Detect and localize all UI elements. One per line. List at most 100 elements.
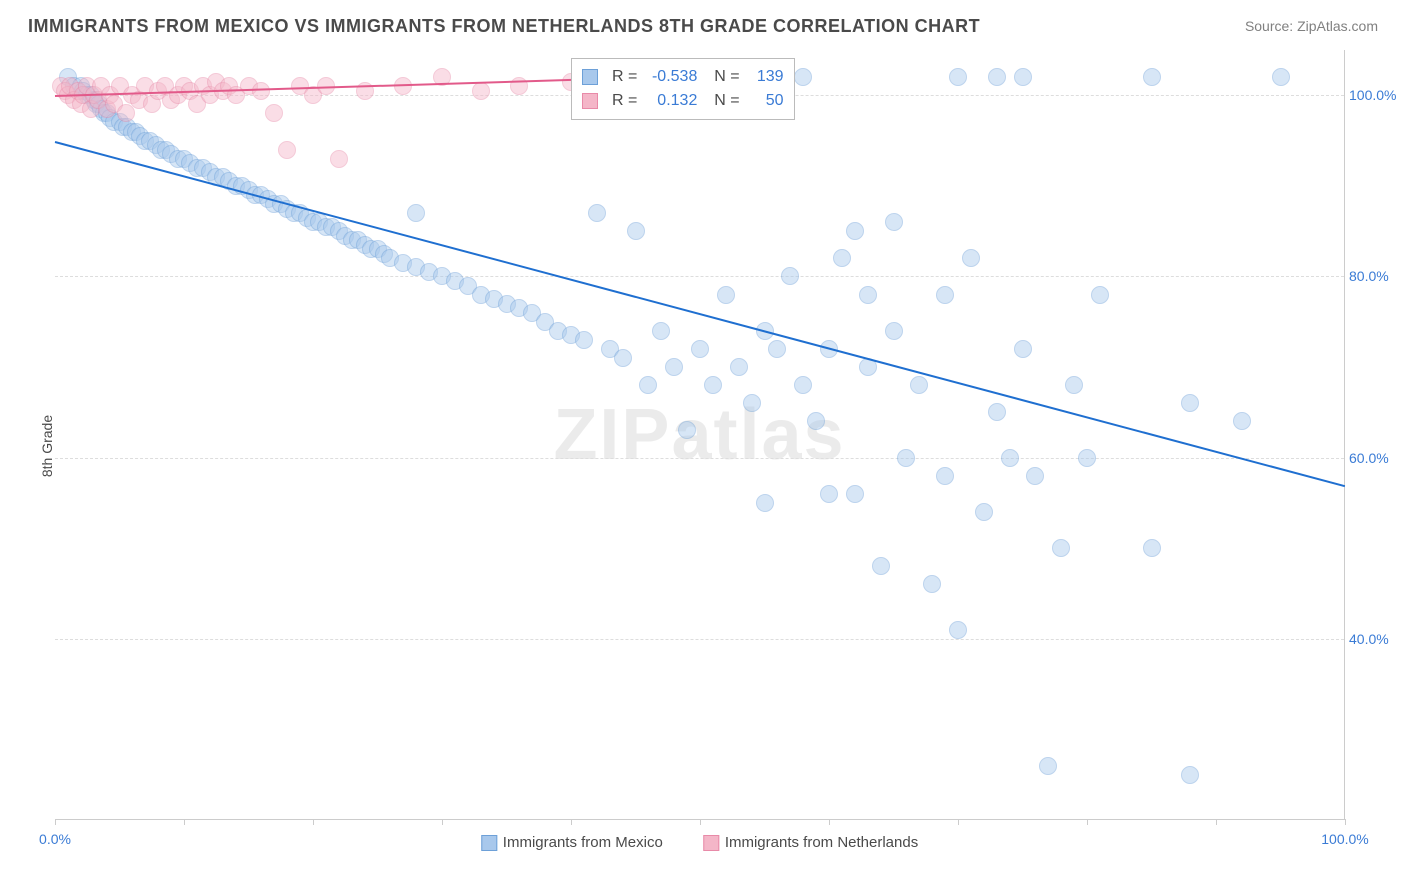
legend-r-label: R =: [612, 92, 637, 110]
xtick: [1216, 819, 1217, 825]
series-legend-item: Immigrants from Mexico: [481, 834, 663, 851]
legend-n-value: 139: [748, 68, 784, 86]
trendline-series-0: [55, 141, 1346, 487]
xtick: [55, 819, 56, 825]
scatter-point-series-0: [1065, 376, 1083, 394]
scatter-point-series-0: [407, 204, 425, 222]
scatter-point-series-0: [730, 358, 748, 376]
scatter-point-series-0: [949, 621, 967, 639]
scatter-point-series-0: [627, 222, 645, 240]
plot-area: ZIPatlas 40.0%60.0%80.0%100.0%0.0%100.0%…: [55, 50, 1345, 820]
xtick: [700, 819, 701, 825]
legend-swatch: [703, 835, 719, 851]
scatter-point-series-0: [872, 557, 890, 575]
scatter-point-series-0: [910, 376, 928, 394]
source-label: Source: ZipAtlas.com: [1245, 18, 1378, 34]
scatter-point-series-0: [833, 249, 851, 267]
scatter-point-series-0: [704, 376, 722, 394]
scatter-point-series-0: [639, 376, 657, 394]
scatter-point-series-1: [472, 82, 490, 100]
scatter-point-series-0: [1091, 286, 1109, 304]
scatter-point-series-0: [743, 394, 761, 412]
scatter-point-series-0: [756, 494, 774, 512]
scatter-point-series-0: [936, 286, 954, 304]
xtick: [1345, 819, 1346, 825]
scatter-point-series-0: [1233, 412, 1251, 430]
scatter-point-series-0: [691, 340, 709, 358]
scatter-point-series-0: [859, 286, 877, 304]
scatter-point-series-0: [1143, 539, 1161, 557]
legend-row: R = -0.538 N = 139: [582, 65, 784, 89]
scatter-point-series-0: [949, 68, 967, 86]
xtick: [829, 819, 830, 825]
scatter-point-series-0: [781, 267, 799, 285]
xtick: [1087, 819, 1088, 825]
scatter-point-series-0: [1014, 68, 1032, 86]
scatter-point-series-0: [1078, 449, 1096, 467]
xtick-label: 0.0%: [39, 831, 71, 847]
scatter-point-series-0: [1181, 766, 1199, 784]
legend-row: R =0.132 N =50: [582, 89, 784, 113]
series-legend-item: Immigrants from Netherlands: [703, 834, 918, 851]
scatter-point-series-0: [1039, 757, 1057, 775]
gridline-h: [55, 458, 1344, 459]
xtick: [313, 819, 314, 825]
legend-swatch: [481, 835, 497, 851]
scatter-point-series-0: [665, 358, 683, 376]
scatter-point-series-0: [807, 412, 825, 430]
ytick-label: 60.0%: [1349, 450, 1404, 466]
scatter-point-series-0: [846, 485, 864, 503]
series-legend: Immigrants from Mexico Immigrants from Ne…: [481, 834, 918, 851]
scatter-point-series-1: [265, 104, 283, 122]
y-axis-label: 8th Grade: [39, 415, 55, 477]
scatter-point-series-0: [1026, 467, 1044, 485]
legend-n-label: N =: [705, 92, 739, 110]
scatter-point-series-0: [794, 68, 812, 86]
scatter-point-series-0: [1181, 394, 1199, 412]
scatter-point-series-0: [988, 68, 1006, 86]
xtick: [958, 819, 959, 825]
scatter-point-series-0: [885, 322, 903, 340]
scatter-point-series-0: [575, 331, 593, 349]
scatter-point-series-0: [588, 204, 606, 222]
scatter-point-series-0: [975, 503, 993, 521]
series-legend-label: Immigrants from Netherlands: [725, 834, 918, 851]
legend-n-value: 50: [748, 92, 784, 110]
scatter-point-series-1: [278, 141, 296, 159]
scatter-point-series-0: [1001, 449, 1019, 467]
scatter-point-series-1: [330, 150, 348, 168]
chart-title: IMMIGRANTS FROM MEXICO VS IMMIGRANTS FRO…: [28, 16, 980, 37]
scatter-point-series-0: [652, 322, 670, 340]
scatter-point-series-0: [794, 376, 812, 394]
correlation-legend: R =-0.538 N =139R =0.132 N =50: [571, 58, 795, 120]
legend-r-value: -0.538: [645, 68, 697, 86]
watermark: ZIPatlas: [553, 394, 845, 476]
scatter-point-series-0: [885, 213, 903, 231]
xtick: [571, 819, 572, 825]
scatter-point-series-0: [846, 222, 864, 240]
legend-swatch: [582, 69, 598, 85]
scatter-point-series-0: [1052, 539, 1070, 557]
scatter-point-series-0: [1272, 68, 1290, 86]
gridline-h: [55, 639, 1344, 640]
xtick: [184, 819, 185, 825]
series-legend-label: Immigrants from Mexico: [503, 834, 663, 851]
xtick-label: 100.0%: [1321, 831, 1368, 847]
ytick-label: 100.0%: [1349, 87, 1404, 103]
scatter-point-series-0: [897, 449, 915, 467]
scatter-point-series-0: [820, 485, 838, 503]
xtick: [442, 819, 443, 825]
scatter-point-series-0: [768, 340, 786, 358]
scatter-point-series-0: [717, 286, 735, 304]
legend-r-label: R =: [612, 68, 637, 86]
legend-swatch: [582, 93, 598, 109]
ytick-label: 40.0%: [1349, 631, 1404, 647]
scatter-point-series-0: [1014, 340, 1032, 358]
gridline-h: [55, 276, 1344, 277]
ytick-label: 80.0%: [1349, 268, 1404, 284]
scatter-point-series-0: [614, 349, 632, 367]
scatter-point-series-0: [962, 249, 980, 267]
scatter-point-series-0: [923, 575, 941, 593]
scatter-point-series-0: [678, 421, 696, 439]
legend-n-label: N =: [705, 68, 739, 86]
